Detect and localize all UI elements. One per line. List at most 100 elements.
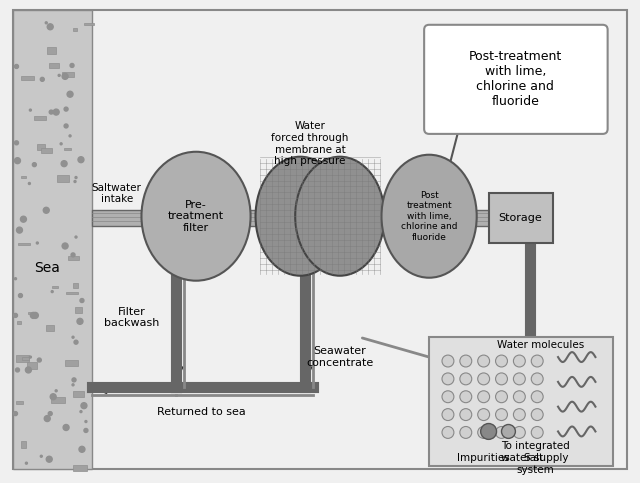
FancyBboxPatch shape bbox=[52, 285, 58, 288]
FancyBboxPatch shape bbox=[429, 337, 612, 466]
Circle shape bbox=[460, 426, 472, 439]
Circle shape bbox=[513, 426, 525, 439]
Circle shape bbox=[85, 421, 87, 423]
Circle shape bbox=[460, 409, 472, 421]
FancyBboxPatch shape bbox=[66, 292, 78, 294]
FancyBboxPatch shape bbox=[22, 441, 26, 448]
Circle shape bbox=[495, 391, 508, 403]
Circle shape bbox=[495, 373, 508, 385]
FancyBboxPatch shape bbox=[73, 465, 87, 471]
Circle shape bbox=[502, 425, 515, 439]
Circle shape bbox=[64, 107, 68, 111]
Text: Saltwater
intake: Saltwater intake bbox=[92, 183, 141, 204]
FancyBboxPatch shape bbox=[28, 313, 31, 314]
FancyBboxPatch shape bbox=[488, 193, 553, 243]
Circle shape bbox=[460, 355, 472, 367]
Circle shape bbox=[477, 373, 490, 385]
Circle shape bbox=[84, 428, 88, 432]
Circle shape bbox=[20, 216, 26, 222]
FancyBboxPatch shape bbox=[51, 397, 65, 403]
FancyBboxPatch shape bbox=[92, 210, 518, 226]
Circle shape bbox=[80, 411, 82, 412]
Circle shape bbox=[72, 384, 74, 386]
Circle shape bbox=[531, 391, 543, 403]
Circle shape bbox=[477, 409, 490, 421]
Circle shape bbox=[495, 355, 508, 367]
Circle shape bbox=[63, 425, 69, 430]
Circle shape bbox=[26, 462, 28, 464]
FancyBboxPatch shape bbox=[46, 326, 54, 331]
Circle shape bbox=[79, 446, 85, 452]
Circle shape bbox=[531, 373, 543, 385]
Circle shape bbox=[67, 91, 73, 97]
Ellipse shape bbox=[381, 155, 477, 278]
FancyBboxPatch shape bbox=[19, 243, 30, 245]
Text: Impurities: Impurities bbox=[457, 453, 510, 463]
Text: Post
treatment
with lime,
chlorine and
fluoride: Post treatment with lime, chlorine and f… bbox=[401, 191, 458, 242]
Circle shape bbox=[64, 124, 68, 128]
FancyBboxPatch shape bbox=[42, 148, 52, 153]
FancyBboxPatch shape bbox=[65, 360, 78, 366]
FancyBboxPatch shape bbox=[28, 362, 37, 369]
Ellipse shape bbox=[141, 152, 251, 281]
Circle shape bbox=[75, 177, 77, 179]
FancyBboxPatch shape bbox=[35, 116, 46, 120]
Text: Water molecules: Water molecules bbox=[497, 340, 584, 350]
Circle shape bbox=[495, 426, 508, 439]
FancyBboxPatch shape bbox=[73, 283, 78, 288]
FancyBboxPatch shape bbox=[13, 10, 92, 469]
Text: Water
forced through
membrane at
high pressure: Water forced through membrane at high pr… bbox=[271, 121, 349, 166]
Circle shape bbox=[70, 63, 74, 68]
Circle shape bbox=[477, 355, 490, 367]
FancyBboxPatch shape bbox=[68, 256, 79, 260]
FancyBboxPatch shape bbox=[15, 355, 29, 362]
FancyBboxPatch shape bbox=[22, 76, 35, 80]
Circle shape bbox=[78, 156, 84, 163]
Circle shape bbox=[74, 340, 78, 344]
Circle shape bbox=[55, 390, 57, 392]
Circle shape bbox=[442, 391, 454, 403]
Circle shape bbox=[477, 426, 490, 439]
Circle shape bbox=[37, 358, 42, 362]
Circle shape bbox=[460, 373, 472, 385]
Circle shape bbox=[80, 298, 84, 302]
FancyBboxPatch shape bbox=[64, 148, 71, 150]
Circle shape bbox=[495, 409, 508, 421]
Ellipse shape bbox=[255, 156, 345, 276]
Text: To integrated
water supply
system: To integrated water supply system bbox=[501, 441, 570, 475]
Circle shape bbox=[62, 243, 68, 249]
Circle shape bbox=[71, 253, 75, 257]
Circle shape bbox=[33, 163, 36, 167]
Text: Storage: Storage bbox=[499, 213, 542, 223]
Circle shape bbox=[36, 242, 38, 244]
FancyBboxPatch shape bbox=[57, 174, 69, 182]
Text: Pre-
treatment
filter: Pre- treatment filter bbox=[168, 199, 224, 233]
Circle shape bbox=[513, 355, 525, 367]
Circle shape bbox=[17, 227, 22, 233]
Circle shape bbox=[477, 391, 490, 403]
Circle shape bbox=[513, 391, 525, 403]
Circle shape bbox=[45, 22, 47, 24]
Circle shape bbox=[44, 415, 50, 422]
Circle shape bbox=[53, 109, 59, 115]
Circle shape bbox=[481, 424, 497, 440]
Circle shape bbox=[513, 373, 525, 385]
Circle shape bbox=[69, 135, 71, 137]
FancyBboxPatch shape bbox=[73, 391, 84, 397]
FancyBboxPatch shape bbox=[17, 321, 22, 324]
Circle shape bbox=[72, 336, 74, 338]
Circle shape bbox=[28, 183, 30, 185]
Text: Salt: Salt bbox=[523, 453, 543, 463]
Circle shape bbox=[13, 313, 17, 317]
Circle shape bbox=[19, 294, 22, 298]
Circle shape bbox=[81, 403, 87, 409]
FancyBboxPatch shape bbox=[424, 25, 607, 134]
Circle shape bbox=[513, 409, 525, 421]
Circle shape bbox=[15, 141, 19, 145]
Circle shape bbox=[40, 77, 44, 81]
Circle shape bbox=[442, 373, 454, 385]
FancyBboxPatch shape bbox=[62, 72, 74, 77]
Circle shape bbox=[15, 278, 17, 280]
Circle shape bbox=[46, 456, 52, 462]
Circle shape bbox=[460, 391, 472, 403]
